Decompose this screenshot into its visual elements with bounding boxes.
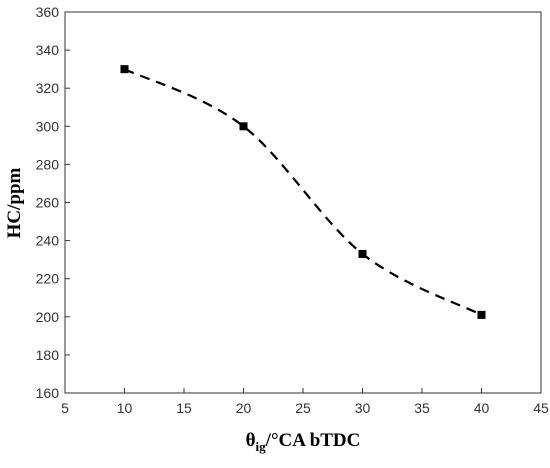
series-line: [124, 68, 483, 316]
x-tick-label: 20: [236, 400, 252, 416]
x-tick-label: 25: [295, 400, 311, 416]
y-tick-label: 340: [36, 42, 60, 58]
x-axis-ticks: 5 10 15 20 25 30 35 40 45: [61, 388, 549, 416]
x-tick-label: 10: [117, 400, 133, 416]
data-point-marker: [239, 122, 248, 131]
x-axis-title-subscript: ig: [256, 439, 267, 454]
data-point-marker: [477, 310, 486, 319]
y-axis-title: HC/ppm: [4, 167, 25, 238]
y-tick-label: 240: [36, 233, 60, 249]
y-tick-label: 180: [36, 347, 60, 363]
x-tick-label: 30: [355, 400, 371, 416]
y-tick-label: 320: [36, 80, 60, 96]
x-tick-label: 35: [414, 400, 430, 416]
y-tick-label: 300: [36, 118, 60, 134]
x-tick-label: 5: [61, 400, 69, 416]
y-tick-label: 360: [36, 4, 60, 20]
plot-frame: [64, 11, 542, 394]
series-layer: [120, 65, 486, 319]
y-tick-label: 280: [36, 156, 60, 172]
x-tick-label: 15: [176, 400, 192, 416]
data-point-marker: [358, 249, 367, 258]
y-axis-ticks: 160 180 200 220 240 260 280 300 320 340 360: [36, 4, 70, 401]
y-tick-label: 260: [36, 195, 60, 211]
y-tick-label: 160: [36, 385, 60, 401]
x-axis-title-main: θ: [246, 430, 256, 451]
x-tick-label: 40: [474, 400, 490, 416]
y-tick-label: 200: [36, 309, 60, 325]
y-tick-label: 220: [36, 271, 60, 287]
x-axis-title: θig/°CA bTDC: [246, 430, 361, 454]
data-point-marker: [120, 65, 129, 74]
x-tick-label: 45: [533, 400, 549, 416]
x-axis-title-unit: /°CA bTDC: [265, 430, 361, 451]
